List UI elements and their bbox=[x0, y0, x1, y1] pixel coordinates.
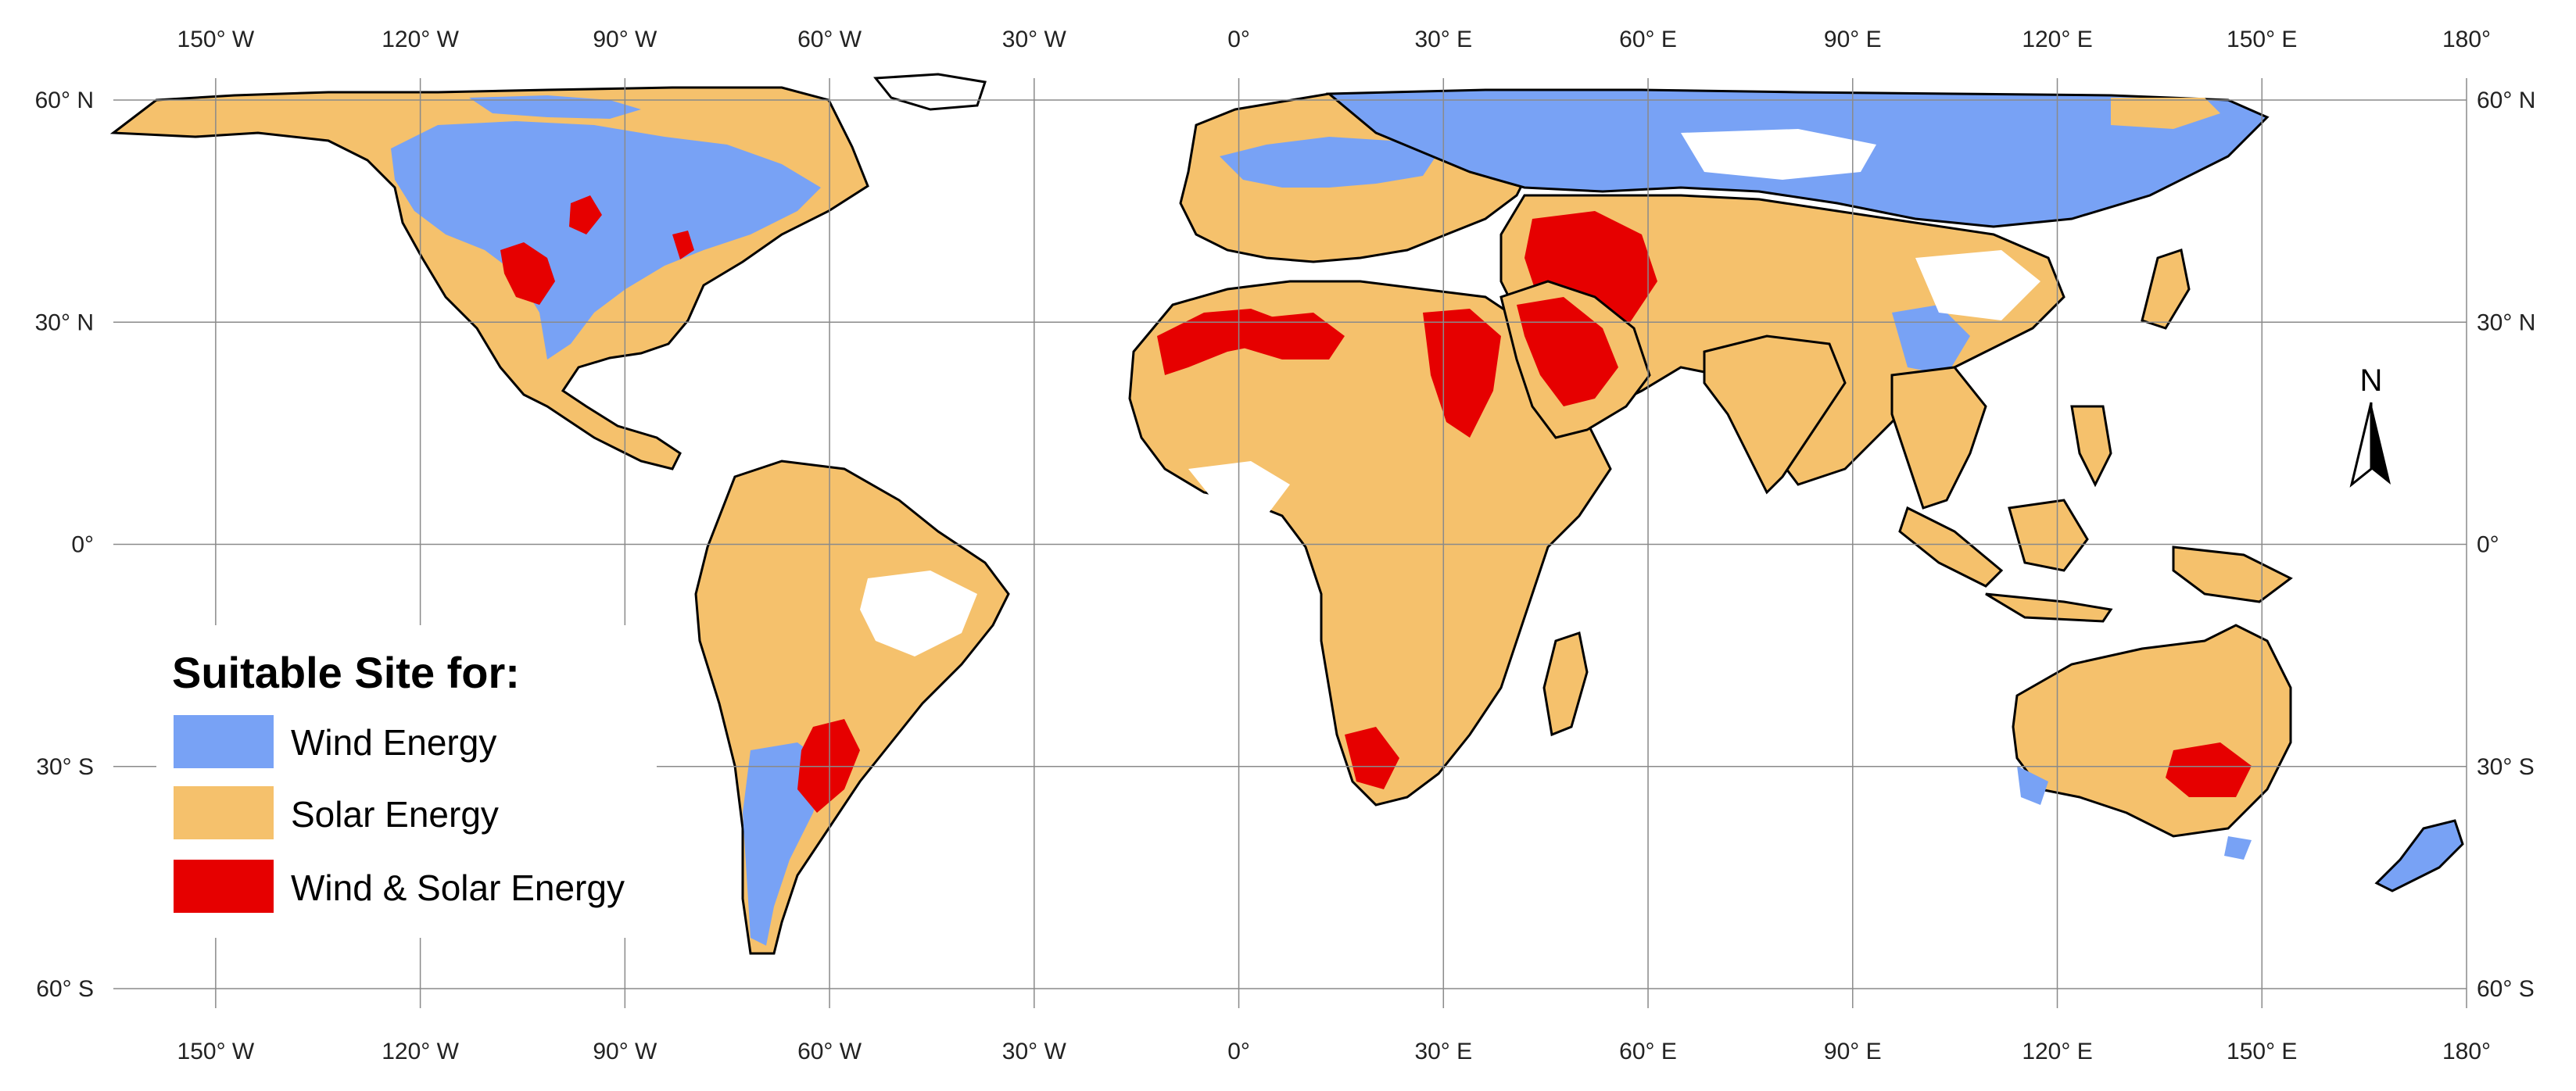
new-guinea bbox=[2172, 546, 2293, 603]
north-arrow-icon-outline bbox=[2349, 402, 2373, 488]
south-america-white bbox=[860, 571, 977, 656]
north-arrow: N bbox=[2349, 363, 2391, 488]
lon-tick-label-bottom: 90° E bbox=[1824, 1039, 1882, 1064]
china-white bbox=[1915, 250, 2040, 320]
north-asia-solar bbox=[2111, 98, 2220, 129]
new-zealand bbox=[2374, 819, 2464, 892]
legend-label-wind-solar: Wind & Solar Energy bbox=[291, 867, 625, 908]
lon-tick-label-top: 30° E bbox=[1414, 27, 1472, 52]
north-america-wind-solar-2 bbox=[569, 195, 602, 234]
legend-title: Suitable Site for: bbox=[172, 648, 520, 697]
africa bbox=[1128, 280, 1612, 807]
north-arrow-label: N bbox=[2360, 363, 2383, 398]
north-america-wind-north bbox=[469, 95, 641, 119]
lon-tick-label-bottom: 120° E bbox=[2022, 1039, 2092, 1064]
legend-label-wind: Wind Energy bbox=[291, 722, 496, 763]
lon-tick-label-bottom: 60° W bbox=[797, 1039, 862, 1064]
land-layer bbox=[109, 73, 2464, 955]
europe-wind bbox=[1220, 137, 1438, 188]
north-america-wind-solar-3 bbox=[672, 231, 694, 259]
egypt-wind-solar bbox=[1423, 309, 1501, 438]
lon-tick-label-top: 30° W bbox=[1002, 27, 1067, 52]
lon-tick-label-bottom: 150° W bbox=[177, 1039, 255, 1064]
lon-tick-label-top: 120° E bbox=[2022, 27, 2092, 52]
lat-tick-label-left: 30° N bbox=[35, 309, 94, 335]
north-america bbox=[109, 86, 869, 470]
north-america-wind bbox=[391, 121, 821, 359]
lat-tick-label-left: 0° bbox=[71, 532, 94, 558]
sumatra bbox=[1898, 506, 2004, 588]
australia-wind-2 bbox=[2224, 836, 2252, 860]
indochina bbox=[1890, 366, 1987, 510]
north-arrow-icon bbox=[2371, 402, 2391, 485]
lon-tick-label-top: 90° E bbox=[1824, 27, 1882, 52]
legend-swatch-wind bbox=[174, 715, 274, 768]
legend: Suitable Site for: Wind Energy Solar Ene… bbox=[156, 625, 657, 938]
tick-labels: 150° W 150° W 120° W 120° W 90° W 90° W 60° W 6… bbox=[35, 27, 2536, 1064]
lon-tick-label-bottom: 0° bbox=[1227, 1039, 1250, 1064]
lat-tick-label-right: 60° S bbox=[2477, 976, 2535, 1002]
lon-tick-label-top: 60° W bbox=[797, 27, 862, 52]
lon-tick-label-bottom: 60° E bbox=[1619, 1039, 1677, 1064]
legend-swatch-solar bbox=[174, 786, 274, 839]
north-asia bbox=[1325, 88, 2270, 228]
java bbox=[1985, 592, 2113, 623]
lon-tick-label-bottom: 30° W bbox=[1002, 1039, 1067, 1064]
lon-tick-label-top: 60° E bbox=[1619, 27, 1677, 52]
lon-tick-label-bottom: 30° E bbox=[1414, 1039, 1472, 1064]
arabia-wind-solar bbox=[1517, 297, 1618, 406]
lon-tick-label-bottom: 120° W bbox=[382, 1039, 459, 1064]
north-asia-white bbox=[1681, 129, 1876, 180]
lon-tick-label-top: 150° W bbox=[177, 27, 255, 52]
lat-tick-label-right: 0° bbox=[2477, 532, 2499, 558]
borneo bbox=[2008, 499, 2089, 572]
australia-wind-solar bbox=[2166, 742, 2252, 797]
india bbox=[1703, 334, 1847, 495]
australia bbox=[2012, 624, 2292, 860]
lon-tick-label-top: 180° bbox=[2442, 27, 2491, 52]
lat-tick-label-left: 60° N bbox=[35, 88, 94, 113]
north-america-wind-solar bbox=[500, 242, 555, 305]
lon-tick-label-bottom: 150° E bbox=[2227, 1039, 2297, 1064]
lon-tick-label-top: 150° E bbox=[2227, 27, 2297, 52]
lon-tick-label-top: 0° bbox=[1227, 27, 1250, 52]
legend-label-solar: Solar Energy bbox=[291, 794, 499, 835]
lat-tick-label-right: 60° N bbox=[2477, 88, 2535, 113]
lat-tick-label-right: 30° S bbox=[2477, 754, 2535, 780]
lat-tick-label-left: 60° S bbox=[36, 976, 94, 1002]
south-africa-wind-solar bbox=[1345, 727, 1399, 789]
philippines bbox=[2070, 405, 2112, 488]
madagascar bbox=[1542, 631, 1589, 737]
japan bbox=[2141, 249, 2191, 330]
legend-swatch-wind-solar bbox=[174, 860, 274, 913]
lon-tick-label-bottom: 180° bbox=[2442, 1039, 2491, 1064]
sahara-wind-solar-2 bbox=[1235, 313, 1345, 359]
lat-tick-label-left: 30° S bbox=[36, 754, 94, 780]
lat-tick-label-right: 30° N bbox=[2477, 309, 2535, 335]
lon-tick-label-bottom: 90° W bbox=[593, 1039, 657, 1064]
southeast-asia bbox=[1890, 366, 2293, 623]
lon-tick-label-top: 120° W bbox=[382, 27, 459, 52]
australia-wind bbox=[2017, 766, 2048, 805]
lon-tick-label-top: 90° W bbox=[593, 27, 657, 52]
